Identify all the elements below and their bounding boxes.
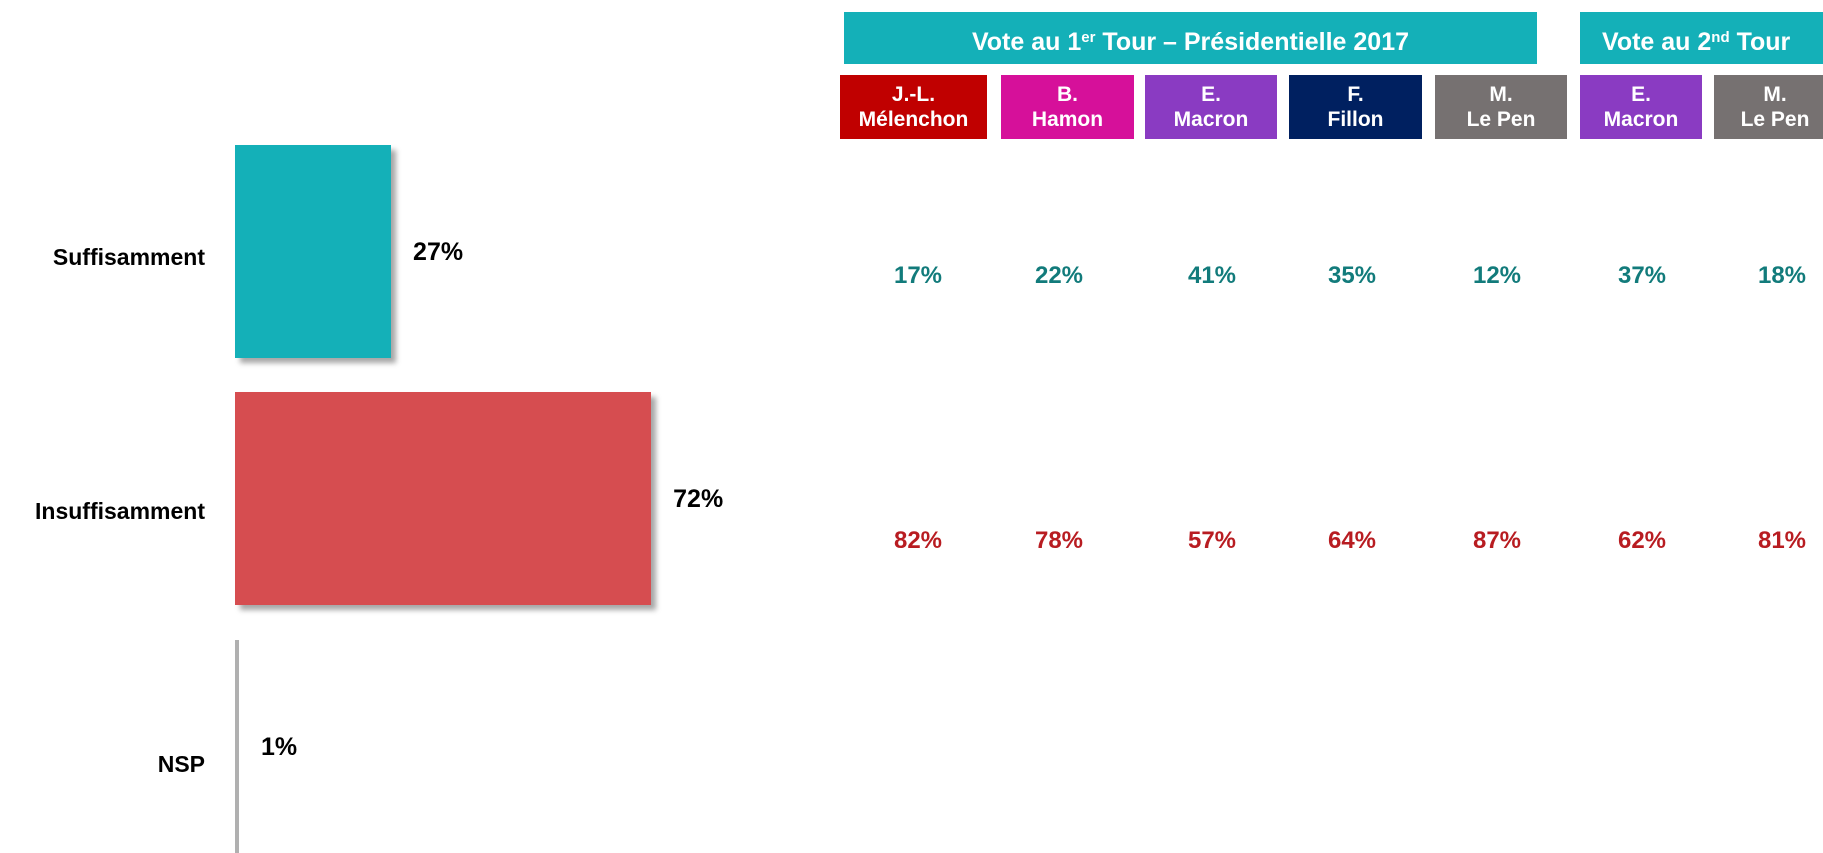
candidate-header: E. Macron bbox=[1580, 75, 1702, 139]
bar-suffisamment bbox=[235, 145, 392, 358]
bar-value-label: 72% bbox=[673, 485, 724, 513]
candidate-name: Le Pen bbox=[1740, 108, 1810, 131]
candidate-header: F. Fillon bbox=[1289, 75, 1422, 139]
table-cell: 12% bbox=[1472, 262, 1522, 289]
table-cell: 18% bbox=[1757, 262, 1807, 289]
table-cell: 35% bbox=[1327, 262, 1377, 289]
candidate-initials: E. bbox=[1201, 83, 1221, 106]
candidate-name: Hamon bbox=[1031, 108, 1104, 131]
table-cell: 81% bbox=[1757, 527, 1807, 554]
table-cell: 87% bbox=[1472, 527, 1522, 554]
category-label: Suffisamment bbox=[52, 244, 205, 270]
table-cell: 22% bbox=[1034, 262, 1084, 289]
group-header-2: Vote au 2nd Tour bbox=[1580, 12, 1823, 64]
candidate-header: M. Le Pen bbox=[1435, 75, 1567, 139]
group-header-1: Vote au 1er Tour – Présidentielle 2017 bbox=[844, 12, 1537, 64]
table-cell: 17% bbox=[893, 262, 943, 289]
candidate-name: Mélenchon bbox=[858, 108, 969, 131]
table-cell: 41% bbox=[1187, 262, 1237, 289]
group-header-text: Tour bbox=[1729, 28, 1791, 56]
candidate-name: Macron bbox=[1173, 108, 1249, 131]
candidate-name: Le Pen bbox=[1466, 108, 1536, 131]
table-cell: 62% bbox=[1617, 527, 1667, 554]
group-header-superscript: nd bbox=[1711, 29, 1730, 46]
table-cell: 78% bbox=[1034, 527, 1084, 554]
candidate-initials: J.-L. bbox=[891, 83, 936, 106]
table-cell: 37% bbox=[1617, 262, 1667, 289]
category-label: NSP bbox=[157, 751, 205, 777]
candidate-initials: F. bbox=[1347, 83, 1364, 106]
candidate-header: J.-L. Mélenchon bbox=[840, 75, 987, 139]
candidate-name: Fillon bbox=[1327, 108, 1384, 131]
group-header-text: Vote au 2 bbox=[1602, 28, 1712, 56]
bar-nsp bbox=[235, 640, 239, 853]
candidate-initials: M. bbox=[1489, 83, 1513, 106]
group-header-superscript: er bbox=[1081, 29, 1096, 46]
category-label: Insuffisamment bbox=[35, 498, 205, 524]
bar-value-label: 27% bbox=[413, 238, 464, 266]
candidate-initials: B. bbox=[1057, 83, 1078, 106]
bar-value-label: 1% bbox=[261, 733, 298, 761]
group-header-text: Vote au 1 bbox=[971, 28, 1082, 56]
candidate-header: M. Le Pen bbox=[1714, 75, 1823, 139]
bar-insuffisamment bbox=[235, 392, 652, 605]
candidate-initials: E. bbox=[1631, 83, 1651, 106]
group-header-text: Tour – Présidentielle 2017 bbox=[1095, 28, 1410, 56]
candidate-name: Macron bbox=[1603, 108, 1679, 131]
candidate-initials: M. bbox=[1763, 83, 1787, 106]
table-cell: 64% bbox=[1327, 527, 1377, 554]
table-cell: 57% bbox=[1187, 527, 1237, 554]
candidate-header: B. Hamon bbox=[1001, 75, 1134, 139]
table-cell: 82% bbox=[893, 527, 943, 554]
candidate-header: E. Macron bbox=[1145, 75, 1277, 139]
